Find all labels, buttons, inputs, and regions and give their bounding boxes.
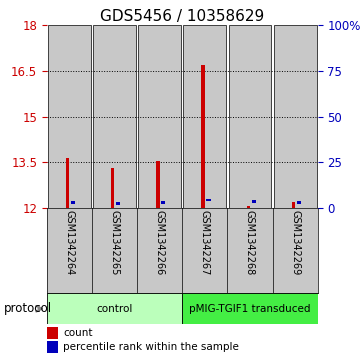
Bar — [47, 327, 58, 339]
Bar — [274, 25, 317, 208]
Bar — [292, 202, 295, 208]
Text: GSM1342266: GSM1342266 — [155, 210, 165, 276]
Bar — [156, 160, 160, 208]
Bar — [116, 202, 120, 205]
Bar — [48, 25, 91, 208]
Bar — [93, 25, 136, 208]
Bar — [138, 25, 181, 208]
Bar — [182, 293, 318, 325]
Text: GSM1342267: GSM1342267 — [200, 210, 210, 276]
Text: count: count — [63, 327, 93, 338]
Bar — [201, 65, 205, 208]
Bar — [247, 206, 250, 208]
Bar — [47, 293, 182, 325]
Text: protocol: protocol — [4, 302, 52, 315]
Text: pMIG-TGIF1 transduced: pMIG-TGIF1 transduced — [189, 304, 311, 314]
Bar — [252, 200, 256, 203]
Bar — [47, 341, 58, 353]
Text: GSM1342265: GSM1342265 — [110, 210, 119, 276]
Bar — [297, 201, 301, 204]
Text: control: control — [96, 304, 133, 314]
Bar — [66, 158, 69, 208]
Bar — [206, 199, 210, 201]
Title: GDS5456 / 10358629: GDS5456 / 10358629 — [100, 9, 264, 24]
Text: GSM1342269: GSM1342269 — [290, 210, 300, 276]
Bar — [111, 168, 114, 208]
Text: GSM1342264: GSM1342264 — [65, 210, 74, 276]
Bar — [161, 201, 165, 204]
Bar — [71, 201, 75, 204]
Text: GSM1342268: GSM1342268 — [245, 210, 255, 276]
Bar — [183, 25, 226, 208]
Bar — [229, 25, 271, 208]
Text: percentile rank within the sample: percentile rank within the sample — [63, 342, 239, 352]
